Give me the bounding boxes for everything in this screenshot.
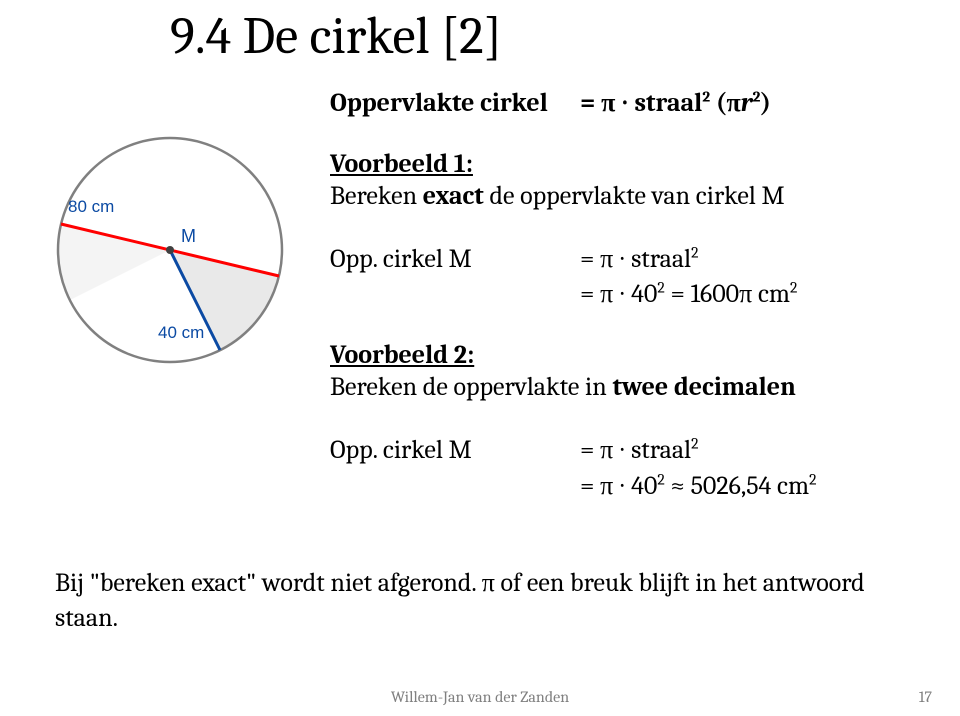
circle-svg: M 80 cm 40 cm: [30, 120, 310, 400]
page-title: 9.4 De cirkel [2]: [170, 6, 502, 66]
area-formula-value: = π ∙ straal2 (πr2): [580, 86, 890, 121]
slide: 9.4 De cirkel [2] M 80 cm 40 cm Oppervla…: [0, 0, 960, 716]
center-point: [166, 246, 174, 254]
example2-calc-row: Opp. cirkel M = π ∙ straal2= π ∙ 402 ≈ 5…: [330, 433, 890, 503]
example2-heading: Voorbeeld 2:: [330, 340, 890, 370]
footer-author: Willem-Jan van der Zanden: [0, 688, 960, 706]
example2-text: Bereken de oppervlakte in twee decimalen: [330, 370, 890, 405]
radius-label: 40 cm: [158, 323, 204, 342]
center-label: M: [181, 226, 196, 246]
example2-calc-label: Opp. cirkel M: [330, 433, 580, 503]
area-formula-row: Oppervlakte cirkel = π ∙ straal2 (πr2): [330, 86, 890, 121]
example1-calc-row: Opp. cirkel M = π ∙ straal2= π ∙ 402 = 1…: [330, 242, 890, 312]
diameter-label: 80 cm: [68, 197, 114, 216]
example1-calc-value: = π ∙ straal2= π ∙ 402 = 1600π cm2: [580, 242, 890, 312]
footer-page: 17: [919, 688, 932, 706]
circle-diagram: M 80 cm 40 cm: [30, 120, 310, 400]
bottom-note: Bij "bereken exact" wordt niet afgerond.…: [55, 566, 875, 635]
example2-calc-value: = π ∙ straal2= π ∙ 402 ≈ 5026,54 cm2: [580, 433, 890, 503]
example1-heading: Voorbeeld 1:: [330, 149, 890, 179]
content-block: Oppervlakte cirkel = π ∙ straal2 (πr2) V…: [330, 86, 890, 504]
example1-calc-label: Opp. cirkel M: [330, 242, 580, 312]
area-formula-label: Oppervlakte cirkel: [330, 86, 580, 121]
example1-text: Bereken exact de oppervlakte van cirkel …: [330, 179, 890, 214]
